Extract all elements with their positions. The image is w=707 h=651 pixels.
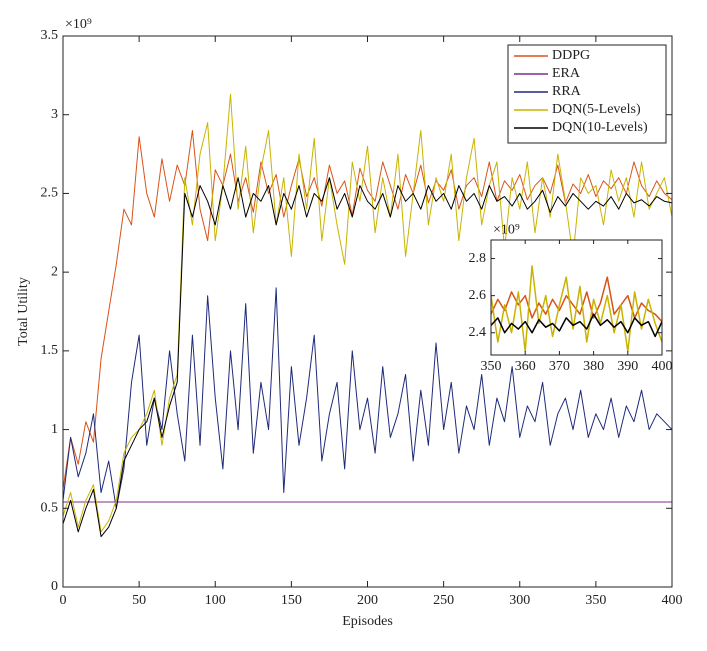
y-exponent: ×10⁹ xyxy=(493,223,520,238)
series-line xyxy=(63,177,672,538)
x-tick-label: 200 xyxy=(357,593,378,608)
series-line xyxy=(491,313,662,338)
legend-label: RRA xyxy=(552,84,582,99)
series-line xyxy=(63,93,672,533)
y-tick-label: 3 xyxy=(51,107,58,122)
x-tick-label: 150 xyxy=(281,593,302,608)
series-line xyxy=(491,265,662,353)
x-tick-label: 100 xyxy=(205,593,226,608)
x-tick-label: 400 xyxy=(652,359,673,374)
legend-label: DDPG xyxy=(552,48,590,63)
x-tick-label: 300 xyxy=(509,593,530,608)
series-line xyxy=(63,287,672,509)
y-exponent: ×10⁹ xyxy=(65,17,92,32)
x-axis-label: Episodes xyxy=(342,614,393,629)
x-tick-label: 370 xyxy=(549,359,570,374)
y-tick-label: 1 xyxy=(51,422,58,437)
y-tick-label: 2.5 xyxy=(41,186,59,201)
x-tick-label: 400 xyxy=(662,593,683,608)
y-axis-label: Total Utility xyxy=(16,277,31,346)
x-tick-label: 380 xyxy=(583,359,604,374)
y-tick-label: 2.8 xyxy=(469,251,487,266)
axes-box xyxy=(490,239,663,356)
x-tick-label: 350 xyxy=(481,359,502,374)
legend-label: ERA xyxy=(552,66,581,81)
y-tick-label: 2.4 xyxy=(469,325,487,340)
lines xyxy=(491,265,662,353)
legend-box xyxy=(507,44,667,144)
x-tick-label: 50 xyxy=(132,593,146,608)
y-tick-label: 0.5 xyxy=(41,501,59,516)
y-tick-label: 1.5 xyxy=(41,343,59,358)
y-tick-label: 0 xyxy=(51,579,58,594)
y-tick-label: 2.6 xyxy=(469,288,487,303)
x-tick-label: 0 xyxy=(60,593,67,608)
legend-label: DQN(10-Levels) xyxy=(552,120,648,135)
x-tick-label: 390 xyxy=(617,359,638,374)
y-tick-label: 3.5 xyxy=(41,28,59,43)
series-line xyxy=(63,129,672,490)
legend-label: DQN(5-Levels) xyxy=(552,102,641,117)
lines xyxy=(63,93,672,538)
x-tick-label: 250 xyxy=(433,593,454,608)
x-tick-label: 360 xyxy=(515,359,536,374)
y-tick-label: 2 xyxy=(51,264,58,279)
x-tick-label: 350 xyxy=(585,593,606,608)
